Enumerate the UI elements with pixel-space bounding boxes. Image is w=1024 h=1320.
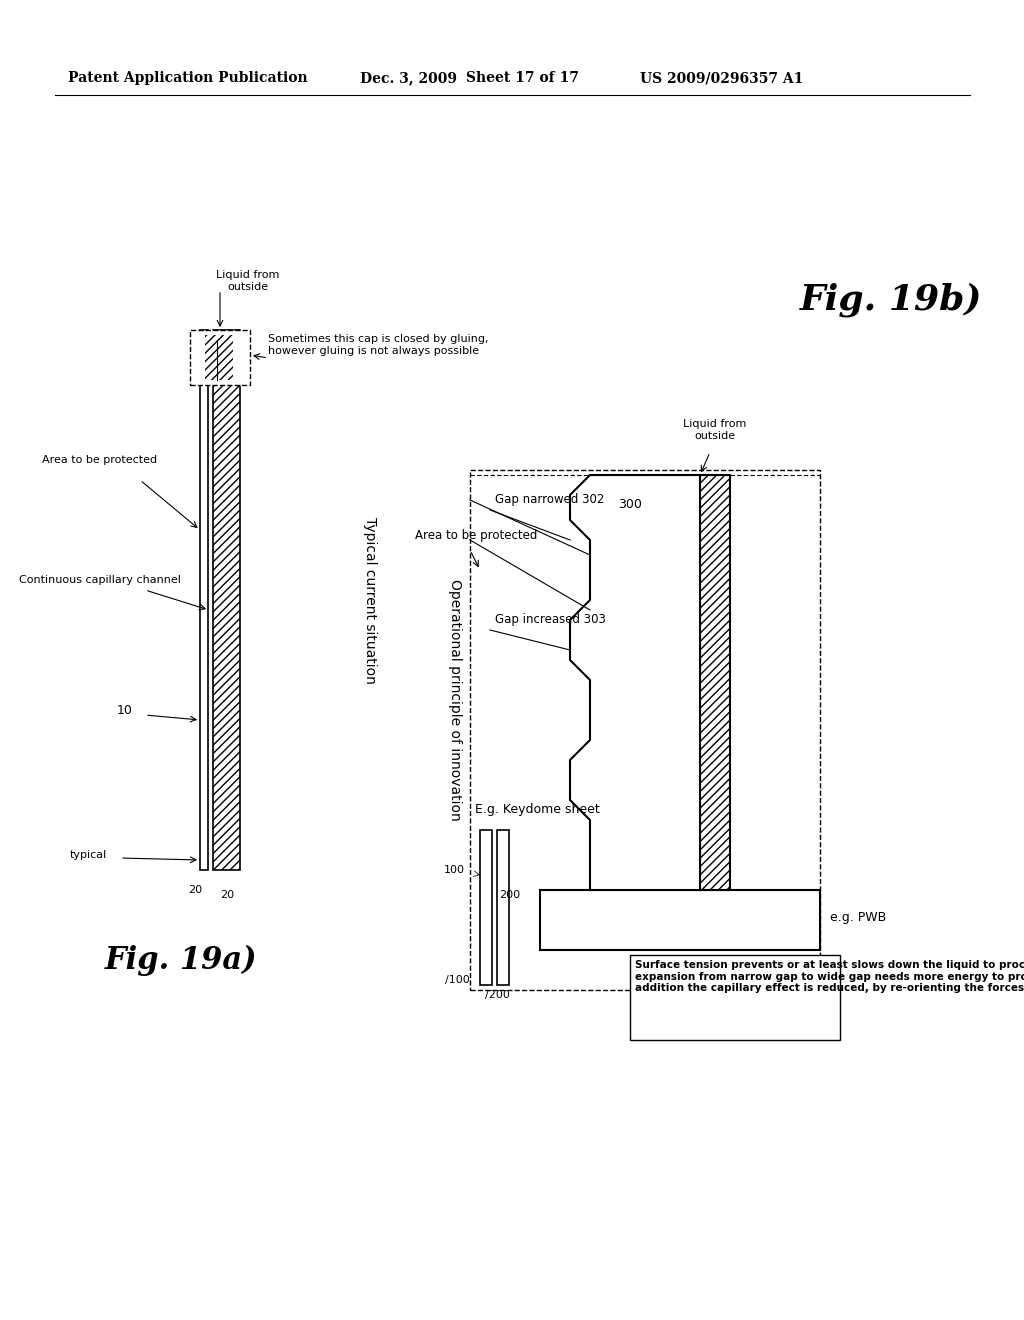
Polygon shape <box>570 475 700 890</box>
Text: US 2009/0296357 A1: US 2009/0296357 A1 <box>640 71 804 84</box>
Bar <box>700 475 730 890</box>
Text: typical: typical <box>70 850 108 861</box>
Bar <box>700 475 730 890</box>
Text: E.g. Keydome sheet: E.g. Keydome sheet <box>475 804 600 817</box>
Text: Fig. 19a): Fig. 19a) <box>105 944 257 975</box>
Bar <box>213 330 240 870</box>
Bar <box>470 470 820 990</box>
Text: Dec. 3, 2009: Dec. 3, 2009 <box>360 71 457 84</box>
Text: /200: /200 <box>485 990 510 1001</box>
Text: Liquid from
outside: Liquid from outside <box>216 271 280 292</box>
Bar <box>213 330 240 870</box>
Text: 20: 20 <box>188 884 202 895</box>
Text: Sheet 17 of 17: Sheet 17 of 17 <box>466 71 579 84</box>
Bar <box>190 330 250 385</box>
Text: Area to be protected: Area to be protected <box>42 455 158 465</box>
Bar <box>497 830 509 985</box>
Text: Fig. 19b): Fig. 19b) <box>800 282 982 317</box>
Bar <box>540 890 820 950</box>
Text: Area to be protected: Area to be protected <box>415 528 538 541</box>
Text: Gap increased 303: Gap increased 303 <box>495 614 606 627</box>
Text: Operational principle of innovation: Operational principle of innovation <box>449 579 462 821</box>
Text: /100: /100 <box>445 975 470 985</box>
Text: Surface tension prevents or at least slows down the liquid to proceed. The
expan: Surface tension prevents or at least slo… <box>635 960 1024 993</box>
Text: 10: 10 <box>117 704 133 717</box>
Text: 200: 200 <box>499 890 520 900</box>
Bar <box>480 830 492 985</box>
Text: Sometimes this cap is closed by gluing,
however gluing is not always possible: Sometimes this cap is closed by gluing, … <box>268 334 488 356</box>
Text: Continuous capillary channel: Continuous capillary channel <box>19 576 181 585</box>
Bar <box>630 954 840 1040</box>
Text: 300: 300 <box>618 499 642 511</box>
Bar <box>205 335 233 380</box>
Text: Patent Application Publication: Patent Application Publication <box>68 71 307 84</box>
Text: Liquid from
outside: Liquid from outside <box>683 420 746 441</box>
Text: 100: 100 <box>444 865 465 875</box>
Bar <box>200 330 208 870</box>
Text: 20: 20 <box>220 890 234 900</box>
Text: Typical current situation: Typical current situation <box>362 516 377 684</box>
Text: e.g. PWB: e.g. PWB <box>830 912 886 924</box>
Text: Gap narrowed 302: Gap narrowed 302 <box>495 494 604 507</box>
